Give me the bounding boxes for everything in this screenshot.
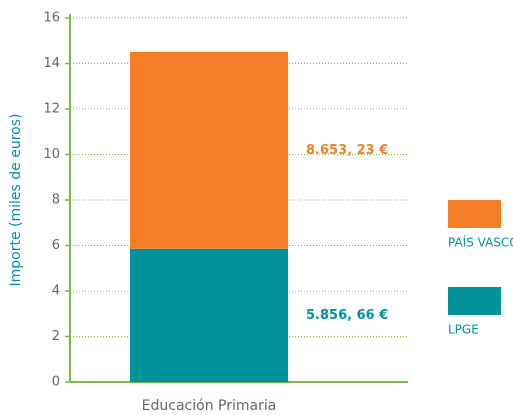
legend-label: LPGE [448,323,479,337]
y-tick-label: 10 [43,147,60,162]
y-axis-label: Importe (miles de euros) [8,114,24,287]
legend-swatch [448,200,501,228]
bar-segment [130,248,288,382]
y-tick-label: 0 [52,375,60,390]
y-tick-label: 4 [52,284,60,299]
y-tick-label: 2 [52,329,60,344]
value-label: 5.856, 66 € [306,308,388,323]
y-tick-label: 14 [43,56,60,71]
y-tick-label: 16 [43,11,60,26]
legend-swatch [448,287,501,315]
y-tick-label: 8 [52,193,60,208]
legend-label: PAÍS VASCO [448,235,513,250]
value-label: 8.653, 23 € [306,143,388,158]
y-tick-label: 6 [52,238,60,253]
y-tick-label: 12 [43,102,60,117]
bar-segment [130,51,288,249]
x-tick-label: Educación Primaria [142,398,277,414]
